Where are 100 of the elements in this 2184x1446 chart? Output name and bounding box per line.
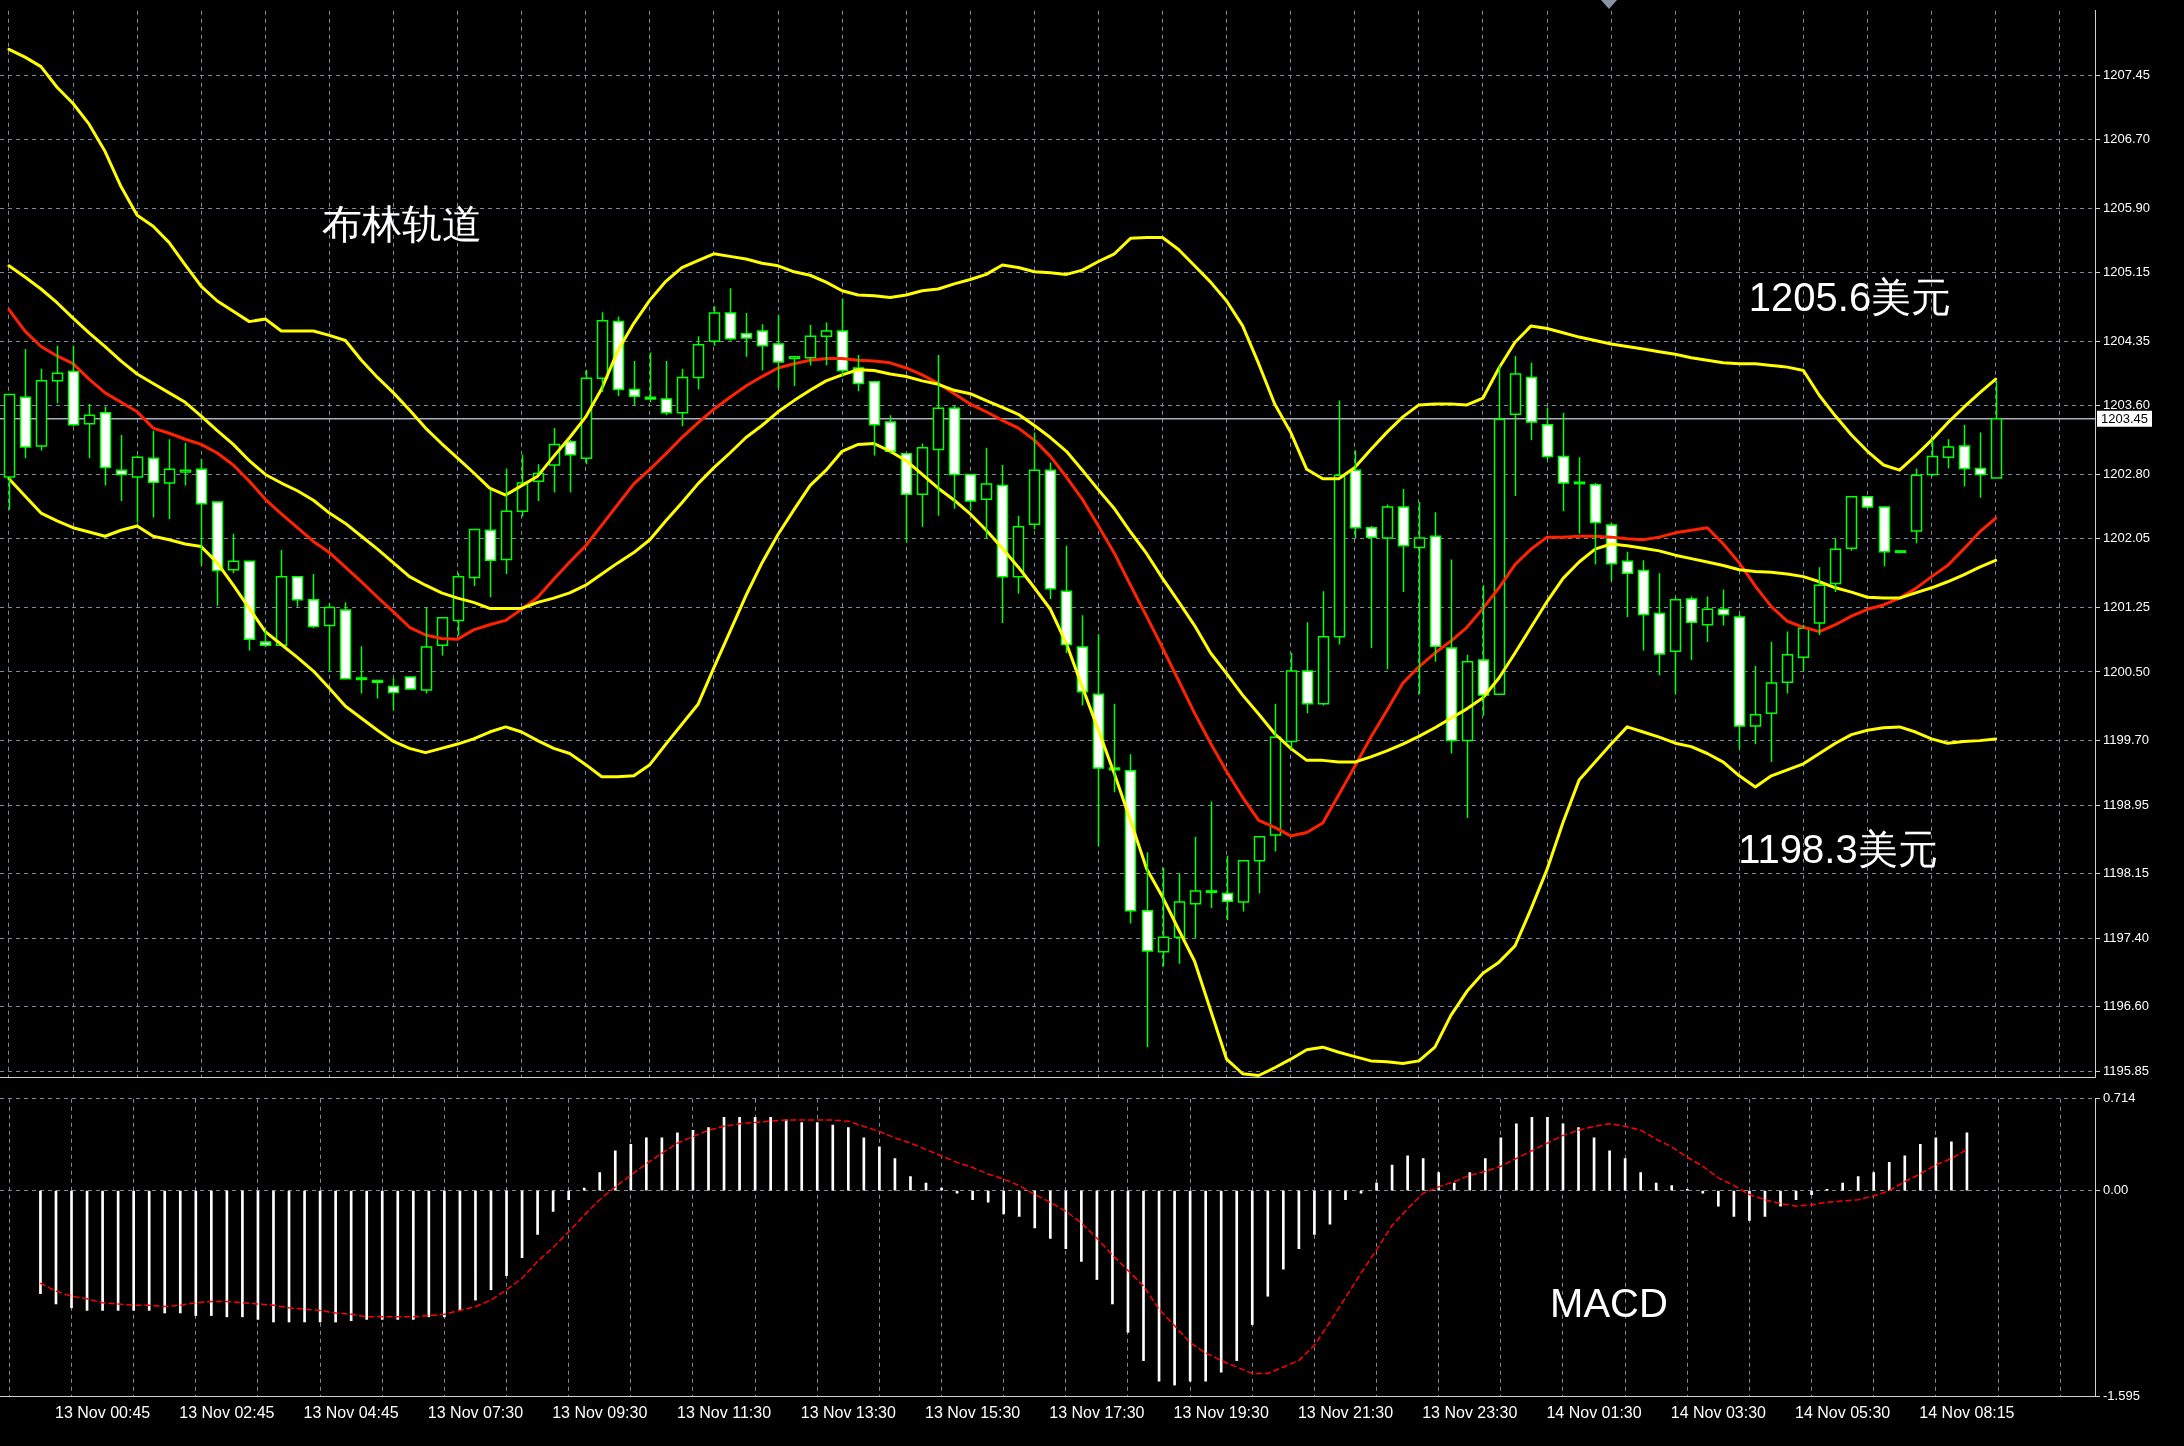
x-tick-label: 13 Nov 04:45 <box>303 1404 399 1422</box>
bar <box>1779 1190 1782 1207</box>
bar <box>1872 1172 1876 1191</box>
bar <box>878 1146 881 1191</box>
x-tick-label: 13 Nov 17:30 <box>1049 1404 1145 1422</box>
x-tick-label: 13 Nov 11:30 <box>677 1404 772 1422</box>
bar <box>1810 1190 1813 1195</box>
bar <box>1654 1182 1658 1191</box>
y-tick-label: 1199.70 <box>2103 732 2150 748</box>
bar <box>1841 1182 1844 1191</box>
bar <box>1080 1190 1083 1262</box>
ref-line-label: 1203.45 <box>2101 411 2148 427</box>
bar <box>738 1117 741 1191</box>
y-tick-label: 1200.50 <box>2103 663 2150 679</box>
bar <box>505 1190 508 1276</box>
bar <box>1887 1162 1891 1191</box>
x-tick-label: 13 Nov 21:30 <box>1297 1404 1394 1422</box>
x-tick-label: 13 Nov 19:30 <box>1173 1404 1269 1422</box>
bar <box>474 1190 477 1301</box>
annotation: 1198.3美元 <box>1738 827 1938 872</box>
bar <box>272 1190 275 1323</box>
annotation: 布林轨道 <box>322 202 482 247</box>
y-tick-label: 1202.80 <box>2103 466 2150 482</box>
bar <box>147 1190 151 1311</box>
bar <box>1235 1190 1239 1361</box>
bar <box>1468 1172 1472 1191</box>
bar <box>365 1190 369 1320</box>
bar <box>784 1119 788 1191</box>
bar <box>613 1150 617 1191</box>
bar <box>1266 1190 1270 1297</box>
bar <box>1452 1182 1456 1191</box>
bar <box>645 1137 648 1191</box>
bar <box>1639 1172 1642 1191</box>
bar <box>210 1190 213 1316</box>
bar <box>847 1127 850 1191</box>
bar <box>1515 1123 1518 1191</box>
x-tick-label: 14 Nov 01:30 <box>1546 1404 1642 1422</box>
bar <box>163 1190 167 1314</box>
y-tick-label: 1206.70 <box>2103 131 2150 147</box>
bar <box>1546 1117 1549 1191</box>
bar <box>769 1117 772 1191</box>
bar <box>1219 1190 1223 1373</box>
x-tick-label: 14 Nov 05:30 <box>1795 1404 1891 1422</box>
bar <box>194 1190 198 1316</box>
y-tick-label: -1.595 <box>2103 1387 2140 1403</box>
bar <box>1344 1190 1347 1201</box>
bar <box>1950 1141 1953 1191</box>
y-tick-label: 0.00 <box>2103 1182 2129 1198</box>
y-tick-label: 1196.60 <box>2103 998 2150 1014</box>
bar <box>676 1132 679 1191</box>
y-tick-label: 1207.45 <box>2103 66 2150 82</box>
line-series <box>39 1119 1968 1375</box>
y-tick-label: 1203.60 <box>2103 397 2150 413</box>
x-tick-label: 13 Nov 07:30 <box>427 1404 524 1422</box>
bar <box>1204 1190 1207 1382</box>
bar <box>1375 1182 1378 1191</box>
y-tick-label: 1198.15 <box>2103 865 2150 881</box>
y-tick-label: 1205.90 <box>2103 199 2150 215</box>
bar <box>831 1124 835 1191</box>
bar <box>707 1127 710 1191</box>
y-tick-label: 1197.40 <box>2103 929 2150 945</box>
bar <box>1142 1190 1145 1361</box>
bar <box>909 1176 912 1191</box>
x-tick-label: 13 Nov 13:30 <box>800 1404 897 1422</box>
bar <box>1033 1190 1037 1229</box>
bar <box>1903 1155 1907 1191</box>
annotation: MACD <box>1550 1281 1668 1326</box>
y-tick-label: 1202.05 <box>2103 530 2150 546</box>
bar <box>815 1122 819 1191</box>
x-tick-label: 14 Nov 08:15 <box>1919 1404 2015 1422</box>
x-tick-label: 13 Nov 02:45 <box>179 1404 275 1422</box>
bar <box>1406 1155 1409 1191</box>
bar <box>1173 1190 1176 1386</box>
bar <box>1856 1176 1860 1191</box>
bar <box>1282 1190 1285 1270</box>
bar <box>101 1190 104 1311</box>
bar <box>1717 1190 1720 1207</box>
bar <box>629 1144 633 1191</box>
bar <box>303 1190 306 1323</box>
bar <box>567 1190 570 1201</box>
bar <box>582 1187 586 1191</box>
bar <box>1701 1190 1705 1194</box>
y-tick-label: 1205.15 <box>2103 264 2150 280</box>
bar <box>800 1122 804 1191</box>
bar <box>1577 1127 1580 1191</box>
bar <box>1048 1190 1052 1239</box>
bar <box>178 1190 182 1314</box>
x-tick-label: 13 Nov 15:30 <box>925 1404 1021 1422</box>
bar <box>39 1190 42 1294</box>
bar <box>971 1190 974 1201</box>
bar <box>396 1190 400 1320</box>
bar <box>1748 1190 1751 1221</box>
x-tick-label: 13 Nov 23:30 <box>1422 1404 1518 1422</box>
bar <box>1670 1185 1674 1191</box>
y-tick-label: 1198.95 <box>2103 796 2150 812</box>
x-tick-label: 13 Nov 09:30 <box>552 1404 648 1422</box>
bar <box>443 1190 446 1318</box>
bar <box>1002 1190 1006 1215</box>
bar <box>1437 1172 1441 1191</box>
x-tick-label: 13 Nov 00:45 <box>54 1404 151 1422</box>
